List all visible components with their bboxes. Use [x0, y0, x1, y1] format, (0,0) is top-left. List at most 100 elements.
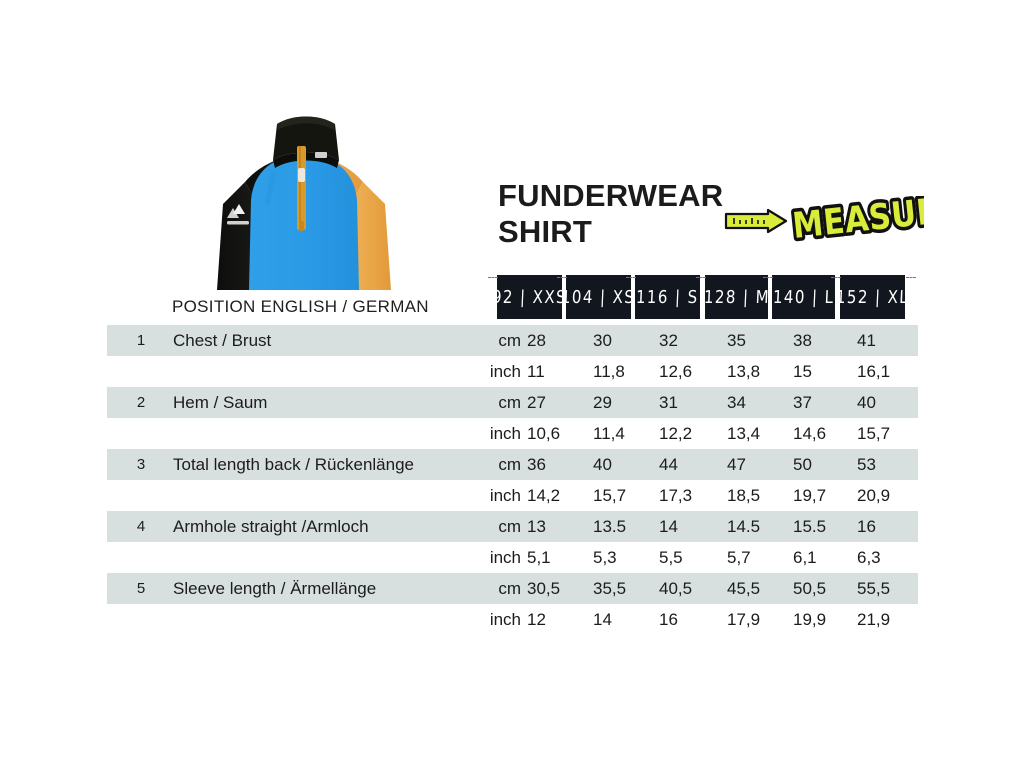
cell-value: 50: [793, 455, 812, 474]
cell-value: 16: [659, 610, 678, 629]
cell-value: 29: [593, 393, 612, 412]
cell-value: 27: [527, 393, 546, 412]
cell-value: 14: [659, 517, 678, 536]
header-tick-dash: [488, 277, 498, 278]
cell-value: 19,7: [793, 486, 827, 505]
table-row: inch 11 11,8 12,6 13,8 15 16,1: [107, 356, 918, 387]
cell-value: 41: [857, 331, 876, 350]
cell-value: 40: [857, 393, 876, 412]
table-row: 5 Sleeve length / Ärmellänge cm 30,5 35,5 40,…: [107, 573, 918, 604]
cell-value: 20,9: [857, 486, 891, 505]
cell-value: 15,7: [857, 424, 891, 443]
row-label: Armhole straight /Armloch: [173, 517, 369, 536]
table-row: inch 14,2 15,7 17,3 18,5 19,7 20,9: [107, 480, 918, 511]
header-tick-dash: [626, 277, 636, 278]
cell-value: 6,1: [793, 548, 817, 567]
cell-value: 13: [527, 517, 546, 536]
header-tick-dash: [831, 277, 841, 278]
cell-value: 17,3: [659, 486, 693, 505]
row-unit: cm: [498, 579, 521, 598]
row-unit: inch: [489, 424, 521, 443]
measures-badge: MEASURES MEASURES: [724, 196, 924, 258]
row-index: 1: [136, 332, 146, 349]
cell-value: 14: [593, 610, 612, 629]
cell-value: 11,4: [593, 424, 625, 443]
row-unit: inch: [489, 362, 521, 381]
cell-value: 14,2: [527, 486, 561, 505]
cell-value: 28: [527, 331, 546, 350]
cell-value: 32: [659, 331, 678, 350]
cell-value: 37: [793, 393, 812, 412]
cell-value: 44: [659, 455, 678, 474]
cell-value: 35: [727, 331, 746, 350]
cell-value: 10,6: [527, 424, 561, 443]
cell-value: 12: [527, 610, 546, 629]
cell-value: 15: [793, 362, 812, 381]
row-label: Chest / Brust: [173, 331, 272, 350]
cell-value: 16,1: [857, 362, 891, 381]
row-unit: inch: [489, 548, 521, 567]
size-header-box-1[interactable]: 104 | XS: [561, 275, 636, 319]
header-tick-dash: [557, 277, 567, 278]
size-header-label: 116 | S: [635, 286, 700, 308]
row-unit: cm: [498, 393, 521, 412]
row-label: Hem / Saum: [173, 393, 268, 412]
position-column-header: POSITION ENGLISH / GERMAN: [172, 297, 429, 316]
cell-value: 34: [727, 393, 746, 412]
table-row: inch 5,1 5,3 5,5 5,7 6,1 6,3: [107, 542, 918, 573]
cell-value: 5,7: [727, 548, 751, 567]
row-unit: cm: [498, 517, 521, 536]
cell-value: 45,5: [727, 579, 761, 598]
size-header-label: 152 | XL: [835, 286, 910, 308]
cell-value: 5,5: [659, 548, 683, 567]
row-unit: cm: [498, 331, 521, 350]
row-index: 5: [136, 580, 146, 597]
page-title: FUNDERWEAR SHIRT: [498, 178, 798, 250]
cell-value: 18,5: [727, 486, 761, 505]
table-row: 1 Chest / Brust cm 28 30 32 35 38 41: [107, 325, 918, 356]
size-header-box-4[interactable]: 140 | L: [772, 275, 835, 319]
cell-value: 35,5: [593, 579, 627, 598]
table-row: inch 12 14 16 17,9 19,9 21,9: [107, 604, 918, 635]
cell-value: 30: [593, 331, 612, 350]
size-header-box-0[interactable]: 92 | XXS: [492, 275, 567, 319]
size-header-label: 128 | M: [703, 286, 770, 308]
cell-value: 5,3: [593, 548, 617, 567]
table-row: 2 Hem / Saum cm 27 29 31 34 37 40: [107, 387, 918, 418]
cell-value: 14.5: [727, 517, 761, 536]
cell-value: 14,6: [793, 424, 827, 443]
size-header-label: 104 | XS: [560, 286, 637, 308]
cell-value: 21,9: [857, 610, 891, 629]
header-tick-dash: [696, 277, 706, 278]
cell-value: 40,5: [659, 579, 693, 598]
cell-value: 36: [527, 455, 546, 474]
cell-value: 12,6: [659, 362, 693, 381]
size-header-label: 92 | XXS: [491, 286, 568, 308]
size-header-box-3[interactable]: 128 | M: [703, 275, 770, 319]
cell-value: 47: [727, 455, 746, 474]
size-chart-table: 1 Chest / Brust cm 28 30 32 35 38 41 inch 11 11,8 12…: [107, 325, 918, 635]
cell-value: 55,5: [857, 579, 891, 598]
cell-value: 13,4: [727, 424, 761, 443]
size-header-box-5[interactable]: 152 | XL: [835, 275, 910, 319]
row-unit: cm: [498, 455, 521, 474]
cell-value: 6,3: [857, 548, 881, 567]
measures-label: MEASURES: [791, 196, 924, 247]
row-label: Sleeve length / Ärmellänge: [173, 579, 377, 598]
cell-value: 17,9: [727, 610, 761, 629]
title-line-2: SHIRT: [498, 214, 592, 249]
cell-value: 12,2: [659, 424, 693, 443]
cell-value: 40: [593, 455, 612, 474]
cell-value: 5,1: [527, 548, 551, 567]
row-unit: inch: [489, 610, 521, 629]
size-header-label: 140 | L: [772, 286, 835, 308]
cell-value: 38: [793, 331, 812, 350]
size-header-box-2[interactable]: 116 | S: [635, 275, 700, 319]
cell-value: 50,5: [793, 579, 827, 598]
cell-value: 15.5: [793, 517, 827, 536]
cell-value: 16: [857, 517, 876, 536]
ruler-arrow-icon: [724, 208, 788, 234]
table-row: 3 Total length back / Rückenlänge cm 36 40 44…: [107, 449, 918, 480]
header-tick-dash: [906, 277, 916, 278]
cell-value: 31: [659, 393, 678, 412]
